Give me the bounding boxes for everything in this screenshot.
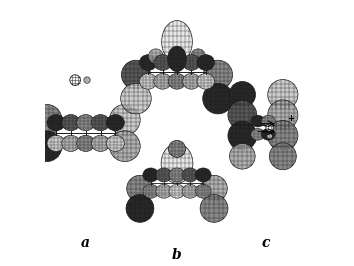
Ellipse shape — [92, 115, 109, 131]
Ellipse shape — [156, 168, 172, 182]
Ellipse shape — [268, 100, 298, 130]
Ellipse shape — [268, 120, 298, 151]
Ellipse shape — [269, 143, 296, 170]
Ellipse shape — [92, 135, 109, 151]
Ellipse shape — [139, 55, 157, 70]
Ellipse shape — [143, 184, 159, 198]
Ellipse shape — [31, 131, 62, 161]
Ellipse shape — [266, 124, 273, 131]
Ellipse shape — [62, 135, 80, 151]
Ellipse shape — [183, 73, 200, 89]
Ellipse shape — [127, 175, 153, 202]
Ellipse shape — [204, 60, 233, 89]
Ellipse shape — [200, 194, 228, 222]
Ellipse shape — [268, 80, 298, 110]
Ellipse shape — [228, 101, 257, 130]
Ellipse shape — [228, 121, 257, 150]
Ellipse shape — [62, 115, 80, 131]
Ellipse shape — [169, 168, 185, 182]
Ellipse shape — [47, 115, 65, 131]
Ellipse shape — [182, 184, 198, 198]
Ellipse shape — [107, 135, 124, 151]
Ellipse shape — [261, 115, 275, 127]
Ellipse shape — [169, 184, 185, 198]
Ellipse shape — [77, 115, 95, 131]
Text: b: b — [172, 248, 182, 262]
Ellipse shape — [109, 131, 140, 161]
Ellipse shape — [107, 115, 124, 131]
Ellipse shape — [195, 168, 211, 182]
Ellipse shape — [84, 77, 90, 83]
Ellipse shape — [148, 49, 163, 64]
Ellipse shape — [168, 55, 186, 70]
Ellipse shape — [229, 143, 255, 169]
Text: +: + — [287, 114, 294, 123]
Ellipse shape — [261, 128, 275, 140]
Text: c: c — [261, 236, 270, 250]
Ellipse shape — [195, 184, 211, 198]
Ellipse shape — [31, 105, 62, 135]
Text: a: a — [81, 236, 90, 250]
Ellipse shape — [229, 81, 256, 108]
Ellipse shape — [139, 73, 157, 89]
Ellipse shape — [197, 73, 215, 89]
Ellipse shape — [168, 46, 186, 72]
Ellipse shape — [191, 49, 206, 64]
Ellipse shape — [169, 140, 185, 157]
Ellipse shape — [183, 55, 200, 70]
Ellipse shape — [156, 184, 172, 198]
Ellipse shape — [251, 128, 264, 140]
Ellipse shape — [161, 144, 193, 183]
Ellipse shape — [203, 83, 233, 114]
Ellipse shape — [121, 60, 150, 89]
Ellipse shape — [70, 75, 80, 85]
Ellipse shape — [121, 83, 151, 114]
Ellipse shape — [201, 175, 227, 202]
Ellipse shape — [168, 73, 186, 89]
Ellipse shape — [109, 105, 140, 135]
Ellipse shape — [126, 194, 154, 222]
Ellipse shape — [197, 55, 215, 70]
Ellipse shape — [251, 115, 264, 127]
Ellipse shape — [182, 168, 198, 182]
Ellipse shape — [47, 135, 65, 151]
Ellipse shape — [143, 168, 159, 182]
Ellipse shape — [77, 135, 95, 151]
Ellipse shape — [162, 20, 192, 63]
Ellipse shape — [154, 55, 171, 70]
Ellipse shape — [267, 134, 272, 139]
Ellipse shape — [154, 73, 171, 89]
